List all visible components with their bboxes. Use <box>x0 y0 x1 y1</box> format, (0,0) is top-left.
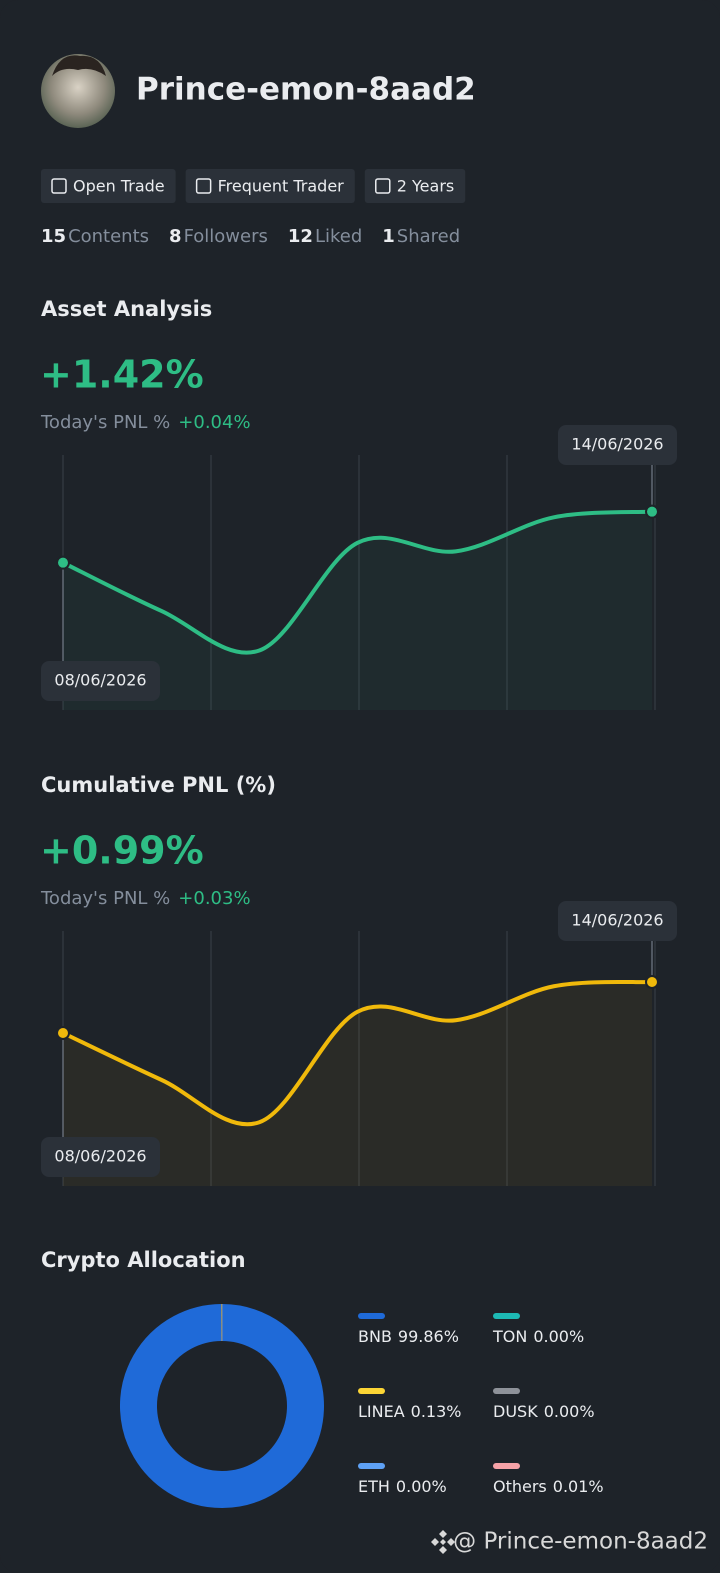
legend-swatch <box>493 1313 520 1319</box>
line <box>61 979 654 1127</box>
stat-label: Shared <box>397 226 460 247</box>
logo-shape <box>431 1530 455 1554</box>
end-dot <box>56 1026 70 1040</box>
legend-swatch <box>358 1388 385 1394</box>
legend-swatch <box>493 1388 520 1394</box>
headline-value: +1.42% <box>40 353 204 397</box>
stat-label: Liked <box>315 226 362 247</box>
pnl-label: Today's PNL % <box>40 888 170 909</box>
legend-entry: ETH 0.00% <box>358 1477 447 1496</box>
date-tooltip <box>558 901 677 941</box>
tag-chip <box>364 169 466 203</box>
section-title: Crypto Allocation <box>41 1248 246 1272</box>
pnl-label: Today's PNL % <box>40 412 170 433</box>
stat: 8 Followers <box>169 226 268 247</box>
stat-value: 15 <box>41 226 66 247</box>
end-dot <box>645 975 659 989</box>
avatar[interactable] <box>41 54 115 128</box>
pnl-value: +0.04% <box>178 412 250 433</box>
pnl-line: Today's PNL % +0.04% <box>40 412 251 433</box>
end-dot <box>56 555 70 570</box>
legend-swatch <box>358 1463 385 1469</box>
legend-entry: LINEA 0.13% <box>358 1402 461 1421</box>
tag-chip <box>185 169 355 203</box>
legend-value: 99.86% <box>398 1327 459 1346</box>
tag-label: 2 Years <box>397 177 454 196</box>
legend-value: 0.00% <box>544 1402 595 1421</box>
tag-label: Frequent Trader <box>218 177 345 196</box>
legend-value: 0.13% <box>411 1402 462 1421</box>
end-dot <box>645 504 659 519</box>
stat: 15 Contents <box>41 226 149 247</box>
line <box>61 509 654 655</box>
area <box>63 981 652 1186</box>
legend-name: BNB <box>358 1327 392 1346</box>
date-tooltip <box>558 425 677 465</box>
date-label: 14/06/2026 <box>571 911 663 930</box>
legend-name: Others <box>493 1477 547 1496</box>
tag-label: Open Trade <box>73 177 165 196</box>
stat: 12 Liked <box>288 226 362 247</box>
binance-logo <box>431 1530 455 1554</box>
stat-value: 1 <box>382 226 395 247</box>
pnl-value: +0.03% <box>178 888 250 909</box>
tag-icon <box>375 178 391 194</box>
area <box>63 511 652 710</box>
stat-value: 8 <box>169 226 182 247</box>
date-tooltip <box>41 1137 160 1177</box>
legend-value: 0.00% <box>533 1327 584 1346</box>
donut-slice <box>119 1304 324 1508</box>
pnl-line: Today's PNL % +0.03% <box>40 888 251 909</box>
legend-entry: Others 0.01% <box>493 1477 604 1496</box>
legend-swatch <box>358 1313 385 1319</box>
stat: 1 Shared <box>382 226 460 247</box>
legend-value: 0.01% <box>553 1477 604 1496</box>
tag-icon <box>51 178 67 194</box>
stat-value: 12 <box>288 226 313 247</box>
stat-label: Contents <box>68 226 149 247</box>
legend-name: TON <box>492 1327 527 1346</box>
tag-icon <box>195 178 212 194</box>
avatar-hair <box>52 55 106 76</box>
legend-swatch <box>493 1463 520 1469</box>
watermark: @ Prince-emon-8aad2 <box>453 1529 708 1555</box>
date-label: 14/06/2026 <box>571 435 663 454</box>
date-label: 08/06/2026 <box>54 671 146 690</box>
profile-name: Prince-emon-8aad2 <box>136 72 476 108</box>
legend-name: ETH <box>358 1477 390 1496</box>
legend-entry: TON 0.00% <box>492 1327 584 1346</box>
headline-value: +0.99% <box>40 829 204 873</box>
date-label: 08/06/2026 <box>54 1147 146 1166</box>
tag-chip <box>41 169 176 203</box>
legend-name: LINEA <box>358 1402 405 1421</box>
section-title: Cumulative PNL (%) <box>41 773 276 797</box>
legend-entry: DUSK 0.00% <box>493 1402 595 1421</box>
legend-value: 0.00% <box>396 1477 447 1496</box>
section-title: Asset Analysis <box>41 297 212 321</box>
stat-label: Followers <box>184 226 268 247</box>
legend-entry: BNB 99.86% <box>358 1327 459 1346</box>
date-tooltip <box>41 661 160 701</box>
legend-name: DUSK <box>493 1402 538 1421</box>
